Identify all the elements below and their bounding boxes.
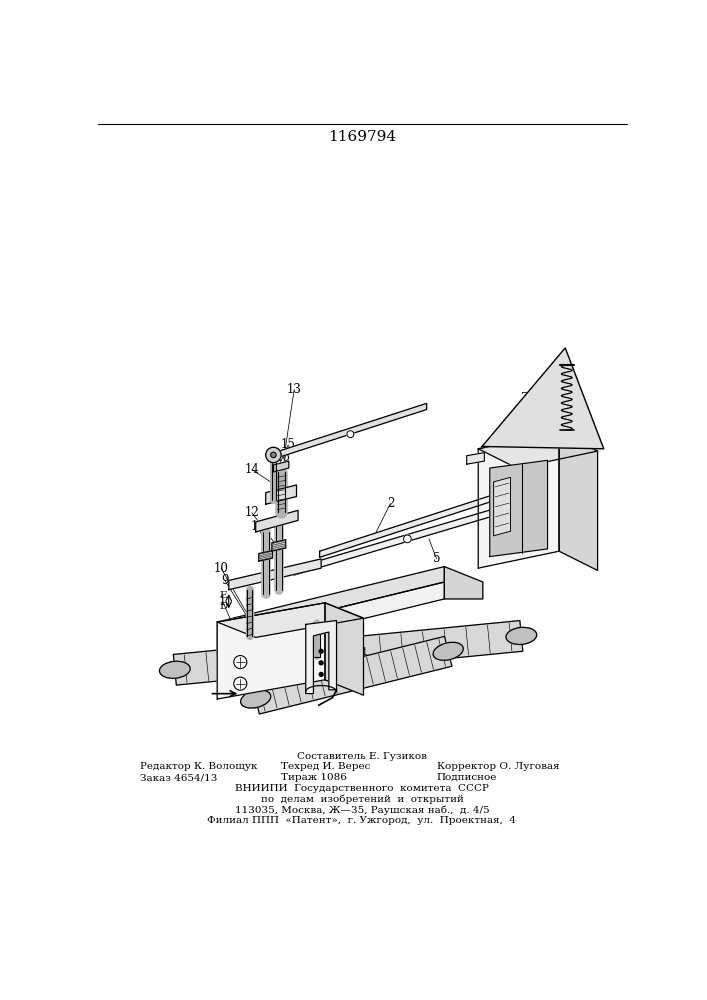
Text: А: А <box>357 642 366 652</box>
Text: 4: 4 <box>339 631 346 641</box>
Polygon shape <box>482 348 604 449</box>
Text: Филиал ППП  «Патент»,  г. Ужгород,  ул.  Проектная,  4: Филиал ППП «Патент», г. Ужгород, ул. Про… <box>207 816 516 825</box>
Text: 16: 16 <box>275 451 290 464</box>
Polygon shape <box>490 460 547 557</box>
Circle shape <box>234 656 247 669</box>
Text: 13: 13 <box>287 383 302 396</box>
Polygon shape <box>272 403 426 460</box>
Text: 12: 12 <box>245 506 259 519</box>
Text: 113035, Москва, Ж—35, Раушская наб.,  д. 4/5: 113035, Москва, Ж—35, Раушская наб., д. … <box>235 805 489 815</box>
Polygon shape <box>559 432 597 570</box>
Circle shape <box>320 649 323 653</box>
Text: 1169794: 1169794 <box>328 130 396 144</box>
Polygon shape <box>266 485 296 504</box>
Text: 4: 4 <box>360 647 367 660</box>
Text: Подписное: Подписное <box>437 773 497 782</box>
Polygon shape <box>217 567 444 637</box>
Text: 2: 2 <box>387 497 394 510</box>
Polygon shape <box>467 453 484 464</box>
Polygon shape <box>252 636 452 714</box>
Polygon shape <box>478 432 559 568</box>
Text: D: D <box>219 602 228 611</box>
Text: Ж: Ж <box>242 687 257 701</box>
Polygon shape <box>217 582 444 654</box>
Text: Редактор К. Волощук: Редактор К. Волощук <box>140 762 257 771</box>
Text: Составитель Е. Гузиков: Составитель Е. Гузиков <box>297 752 427 761</box>
Ellipse shape <box>506 627 537 644</box>
Circle shape <box>266 447 281 463</box>
Text: 10: 10 <box>214 562 228 575</box>
Circle shape <box>234 677 247 690</box>
Text: ВНИИПИ  Государственного  комитета  СССР: ВНИИПИ Государственного комитета СССР <box>235 784 489 793</box>
Polygon shape <box>259 550 273 561</box>
Text: Тираж 1086: Тираж 1086 <box>281 773 347 782</box>
Polygon shape <box>320 491 504 557</box>
Text: E: E <box>220 591 227 600</box>
Ellipse shape <box>433 642 463 660</box>
Polygon shape <box>217 603 363 637</box>
Text: 5: 5 <box>433 552 440 565</box>
Polygon shape <box>325 603 363 695</box>
Text: 11: 11 <box>250 520 265 533</box>
Polygon shape <box>493 477 510 536</box>
Text: 9: 9 <box>221 574 228 587</box>
Ellipse shape <box>160 661 190 678</box>
Text: Заказ 4654/13: Заказ 4654/13 <box>140 773 218 782</box>
Ellipse shape <box>240 690 271 708</box>
Text: по  делам  изобретений  и  открытий: по делам изобретений и открытий <box>260 794 463 804</box>
Polygon shape <box>294 503 512 575</box>
Circle shape <box>271 452 276 458</box>
Circle shape <box>320 661 323 665</box>
Polygon shape <box>444 567 483 599</box>
Text: Техред И. Верес: Техред И. Верес <box>281 762 370 771</box>
Text: б: б <box>544 514 552 527</box>
Polygon shape <box>478 432 597 468</box>
Circle shape <box>320 672 323 676</box>
Polygon shape <box>274 461 288 472</box>
Polygon shape <box>272 540 286 551</box>
Polygon shape <box>217 603 325 699</box>
Text: б: б <box>351 636 358 646</box>
Polygon shape <box>305 620 337 694</box>
Polygon shape <box>256 510 298 532</box>
Text: 8: 8 <box>516 443 523 456</box>
Polygon shape <box>173 621 523 685</box>
Text: 7: 7 <box>522 392 529 405</box>
Text: Г: Г <box>310 611 318 621</box>
Circle shape <box>404 535 411 543</box>
Text: 1: 1 <box>219 595 226 608</box>
Text: В: В <box>314 602 322 612</box>
Text: 15: 15 <box>281 438 296 451</box>
Text: Корректор О. Луговая: Корректор О. Луговая <box>437 762 559 771</box>
Polygon shape <box>229 559 321 590</box>
Circle shape <box>347 431 354 438</box>
Text: 3: 3 <box>346 637 354 650</box>
Text: 14: 14 <box>245 463 259 476</box>
